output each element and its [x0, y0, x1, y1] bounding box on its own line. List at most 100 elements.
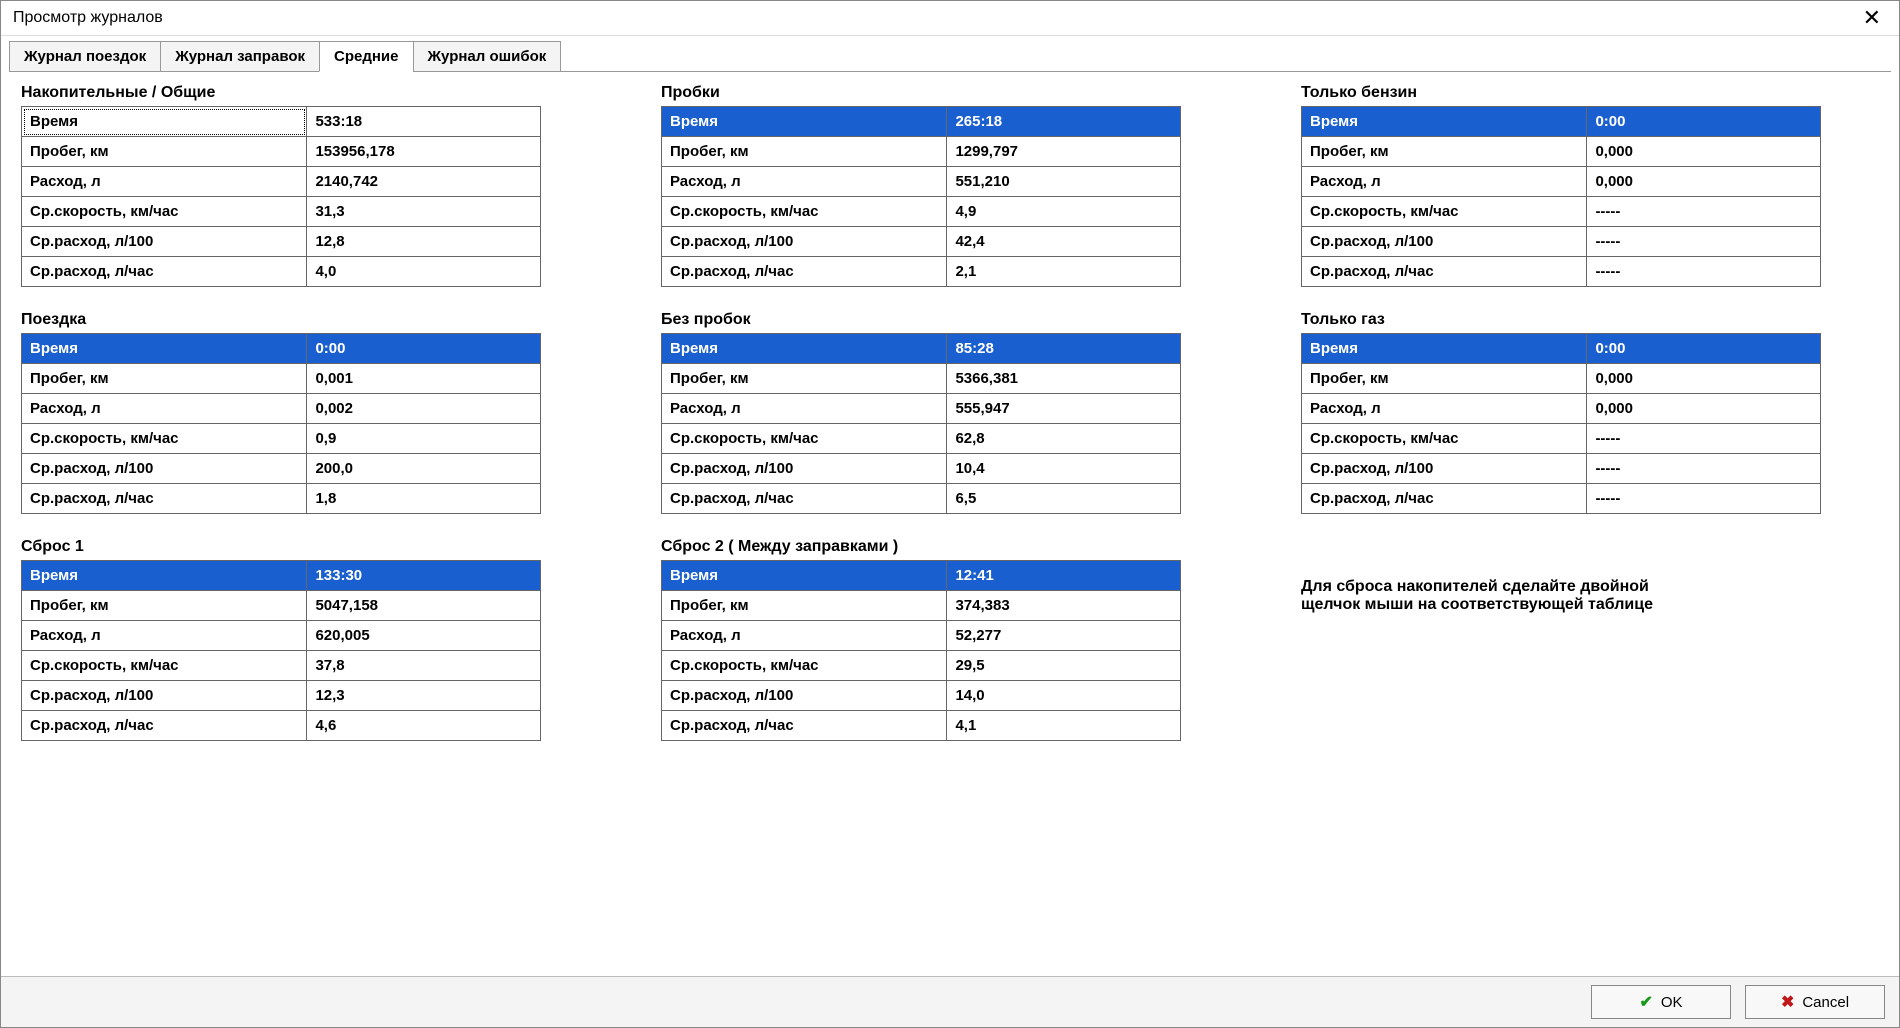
table-trip[interactable]: Время0:00 Пробег, км0,001 Расход, л0,002… — [21, 333, 541, 514]
row-label-mileage: Пробег, км — [1302, 137, 1587, 167]
row-value: 551,210 — [947, 167, 1181, 197]
row-value: 12,3 — [307, 681, 541, 711]
row-label-mileage: Пробег, км — [662, 137, 947, 167]
panel-no-traffic[interactable]: Без пробок Время85:28 Пробег, км5366,381… — [661, 311, 1181, 514]
row-label-avg-cons-100: Ср.расход, л/100 — [662, 681, 947, 711]
footer: ✔ OK ✖ Cancel — [1, 976, 1899, 1027]
table-cumulative[interactable]: Время533:18 Пробег, км153956,178 Расход,… — [21, 106, 541, 287]
row-value: ----- — [1587, 197, 1821, 227]
row-label-time: Время — [22, 107, 307, 137]
row-value: 153956,178 — [307, 137, 541, 167]
row-value: 37,8 — [307, 651, 541, 681]
row-label-mileage: Пробег, км — [1302, 364, 1587, 394]
row-value: 0,000 — [1587, 167, 1821, 197]
table-reset2[interactable]: Время12:41 Пробег, км374,383 Расход, л52… — [661, 560, 1181, 741]
panel-title: Только газ — [1301, 311, 1821, 329]
table-gas-only[interactable]: Время0:00 Пробег, км0,000 Расход, л0,000… — [1301, 333, 1821, 514]
panel-title: Без пробок — [661, 311, 1181, 329]
row-value: 10,4 — [947, 454, 1181, 484]
panel-title: Сброс 1 — [21, 538, 541, 556]
row-label-time: Время — [22, 334, 307, 364]
panel-reset2[interactable]: Сброс 2 ( Между заправками ) Время12:41 … — [661, 538, 1181, 741]
row-label-avg-cons-hr: Ср.расход, л/час — [22, 484, 307, 514]
log-viewer-window: Просмотр журналов ✕ Журнал поездок Журна… — [0, 0, 1900, 1028]
row-value: ----- — [1587, 424, 1821, 454]
ok-button[interactable]: ✔ OK — [1591, 985, 1731, 1019]
table-no-traffic[interactable]: Время85:28 Пробег, км5366,381 Расход, л5… — [661, 333, 1181, 514]
row-label-avg-speed: Ср.скорость, км/час — [22, 651, 307, 681]
row-value: 133:30 — [307, 561, 541, 591]
row-value: 0:00 — [307, 334, 541, 364]
row-label-avg-speed: Ср.скорость, км/час — [22, 424, 307, 454]
row-value: 200,0 — [307, 454, 541, 484]
row-label-avg-cons-hr: Ср.расход, л/час — [1302, 484, 1587, 514]
row-value: 0:00 — [1587, 107, 1821, 137]
ok-label: OK — [1661, 994, 1683, 1011]
table-traffic[interactable]: Время265:18 Пробег, км1299,797 Расход, л… — [661, 106, 1181, 287]
close-icon[interactable]: ✕ — [1857, 7, 1887, 29]
row-value: 52,277 — [947, 621, 1181, 651]
row-label-time: Время — [662, 561, 947, 591]
row-label-avg-cons-hr: Ср.расход, л/час — [662, 257, 947, 287]
row-value: 2140,742 — [307, 167, 541, 197]
panel-traffic[interactable]: Пробки Время265:18 Пробег, км1299,797 Ра… — [661, 84, 1181, 287]
row-label-consumption: Расход, л — [22, 621, 307, 651]
hint-line1: Для сброса накопителей сделайте двойной — [1301, 578, 1821, 596]
row-label-avg-cons-100: Ср.расход, л/100 — [22, 454, 307, 484]
titlebar: Просмотр журналов ✕ — [1, 1, 1899, 36]
row-value: 374,383 — [947, 591, 1181, 621]
row-label-consumption: Расход, л — [22, 167, 307, 197]
panel-reset1[interactable]: Сброс 1 Время133:30 Пробег, км5047,158 Р… — [21, 538, 541, 741]
row-label-avg-speed: Ср.скорость, км/час — [1302, 424, 1587, 454]
row-value: ----- — [1587, 454, 1821, 484]
row-label-avg-cons-100: Ср.расход, л/100 — [22, 681, 307, 711]
row-label-avg-cons-100: Ср.расход, л/100 — [22, 227, 307, 257]
panel-title: Накопительные / Общие — [21, 84, 541, 102]
tab-errors[interactable]: Журнал ошибок — [413, 41, 562, 71]
row-label-avg-cons-100: Ср.расход, л/100 — [1302, 227, 1587, 257]
row-label-avg-speed: Ср.скорость, км/час — [1302, 197, 1587, 227]
row-label-avg-cons-hr: Ср.расход, л/час — [662, 711, 947, 741]
row-value: 1,8 — [307, 484, 541, 514]
row-label-consumption: Расход, л — [22, 394, 307, 424]
row-value: 0:00 — [1587, 334, 1821, 364]
row-value: 12,8 — [307, 227, 541, 257]
table-reset1[interactable]: Время133:30 Пробег, км5047,158 Расход, л… — [21, 560, 541, 741]
row-label-mileage: Пробег, км — [22, 137, 307, 167]
row-label-avg-cons-100: Ср.расход, л/100 — [662, 227, 947, 257]
tab-trips[interactable]: Журнал поездок — [9, 41, 160, 71]
table-gasoline-only[interactable]: Время0:00 Пробег, км0,000 Расход, л0,000… — [1301, 106, 1821, 287]
row-value: 5047,158 — [307, 591, 541, 621]
row-value: 620,005 — [307, 621, 541, 651]
row-value: 4,0 — [307, 257, 541, 287]
row-label-consumption: Расход, л — [1302, 394, 1587, 424]
row-value: 0,000 — [1587, 137, 1821, 167]
row-value: 555,947 — [947, 394, 1181, 424]
tab-refuels[interactable]: Журнал заправок — [160, 41, 319, 71]
hint-line2: щелчок мыши на соответствующей таблице — [1301, 596, 1821, 614]
row-label-time: Время — [662, 107, 947, 137]
tabs-bar: Журнал поездок Журнал заправок Средние Ж… — [1, 36, 1899, 71]
cancel-button[interactable]: ✖ Cancel — [1745, 985, 1885, 1019]
row-label-mileage: Пробег, км — [22, 591, 307, 621]
panel-cumulative[interactable]: Накопительные / Общие Время533:18 Пробег… — [21, 84, 541, 287]
panel-trip[interactable]: Поездка Время0:00 Пробег, км0,001 Расход… — [21, 311, 541, 514]
row-value: ----- — [1587, 227, 1821, 257]
row-label-time: Время — [22, 561, 307, 591]
panel-gas-only[interactable]: Только газ Время0:00 Пробег, км0,000 Рас… — [1301, 311, 1821, 514]
row-value: 14,0 — [947, 681, 1181, 711]
panel-title: Сброс 2 ( Между заправками ) — [661, 538, 1181, 556]
row-value: 85:28 — [947, 334, 1181, 364]
row-label-consumption: Расход, л — [1302, 167, 1587, 197]
row-label-mileage: Пробег, км — [22, 364, 307, 394]
row-label-time: Время — [1302, 107, 1587, 137]
row-value: 4,1 — [947, 711, 1181, 741]
panel-gasoline-only[interactable]: Только бензин Время0:00 Пробег, км0,000 … — [1301, 84, 1821, 287]
tab-averages[interactable]: Средние — [319, 41, 412, 72]
row-label-avg-speed: Ср.скорость, км/час — [662, 651, 947, 681]
row-value: ----- — [1587, 257, 1821, 287]
row-value: 5366,381 — [947, 364, 1181, 394]
row-label-time: Время — [662, 334, 947, 364]
row-label-avg-speed: Ср.скорость, км/час — [662, 424, 947, 454]
row-value: 31,3 — [307, 197, 541, 227]
